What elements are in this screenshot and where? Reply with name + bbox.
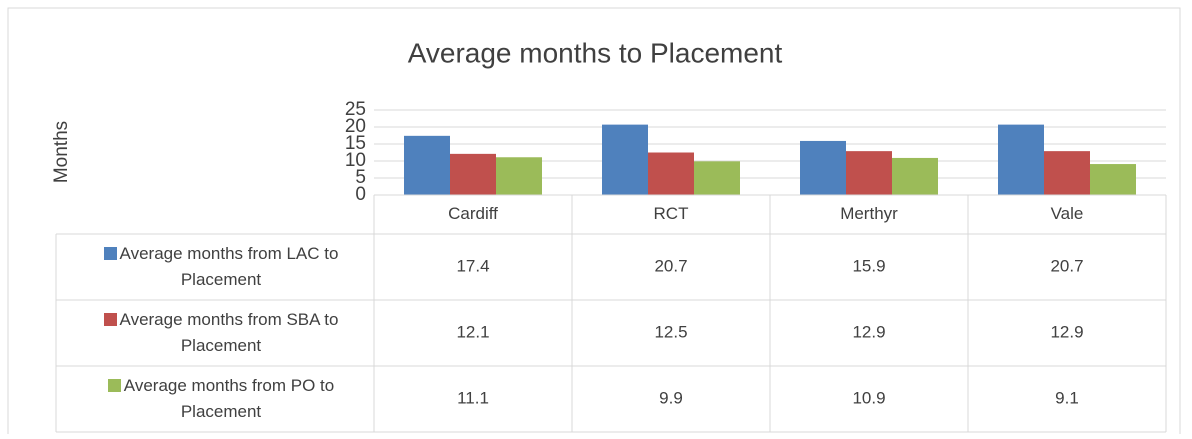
table-value: 9.9 xyxy=(659,388,683,407)
bar xyxy=(846,151,892,195)
bar xyxy=(800,140,846,195)
bar xyxy=(892,157,938,195)
legend-cell: Average months from SBA to Placement xyxy=(76,300,366,366)
legend-entry: Average months from PO to Placement xyxy=(76,366,366,432)
legend-entry: Average months from LAC to Placement xyxy=(76,234,366,300)
table-value: 15.9 xyxy=(852,256,885,275)
y-axis-label: Months xyxy=(51,121,72,183)
y-tick-label: 10 xyxy=(345,150,366,171)
bar xyxy=(404,135,450,195)
y-tick-label: 0 xyxy=(355,184,366,205)
table-value: 11.1 xyxy=(457,388,489,407)
legend-cell: Average months from PO to Placement xyxy=(76,366,366,432)
legend-box: Average months from PO to Placement xyxy=(76,373,366,425)
bar xyxy=(694,161,740,195)
legend-swatch xyxy=(103,247,117,260)
bar xyxy=(998,124,1044,195)
bar xyxy=(1090,164,1136,195)
table-value: 9.1 xyxy=(1055,388,1079,407)
legend-box: Average months from SBA to Placement xyxy=(76,307,366,359)
x-tick-label: RCT xyxy=(654,204,689,223)
table-value: 20.7 xyxy=(1050,256,1083,275)
table-value: 20.7 xyxy=(654,256,687,275)
y-tick-label: 25 xyxy=(345,99,366,120)
legend-entry: Average months from SBA to Placement xyxy=(76,300,366,366)
x-tick-label: Vale xyxy=(1051,204,1084,223)
table-value: 12.9 xyxy=(1050,322,1083,341)
table-value: 12.9 xyxy=(852,322,885,341)
legend-label: Average months from SBA to Placement xyxy=(119,310,339,355)
x-tick-label: Merthyr xyxy=(840,204,898,223)
y-tick-label: 5 xyxy=(355,167,366,188)
chart-frame xyxy=(7,7,1181,439)
legend-label: Average months from LAC to Placement xyxy=(119,244,339,289)
bar xyxy=(496,157,542,195)
y-tick-label: 15 xyxy=(345,133,366,154)
table-value: 17.4 xyxy=(456,256,489,275)
bar xyxy=(1044,151,1090,195)
x-tick-label: Cardiff xyxy=(448,204,498,223)
legend-swatch xyxy=(107,379,121,392)
legend-box: Average months from LAC to Placement xyxy=(76,241,366,293)
legend-label: Average months from PO to Placement xyxy=(123,376,335,421)
chart-title: Average months to Placement xyxy=(408,37,783,68)
table-value: 12.1 xyxy=(456,322,489,341)
table-value: 12.5 xyxy=(654,322,687,341)
table-value: 10.9 xyxy=(852,388,885,407)
y-tick-label: 20 xyxy=(345,116,366,137)
legend-cell: Average months from LAC to Placement xyxy=(76,234,366,300)
legend-swatch xyxy=(103,313,117,326)
bar xyxy=(450,153,496,195)
bar xyxy=(648,152,694,195)
bar xyxy=(602,124,648,195)
